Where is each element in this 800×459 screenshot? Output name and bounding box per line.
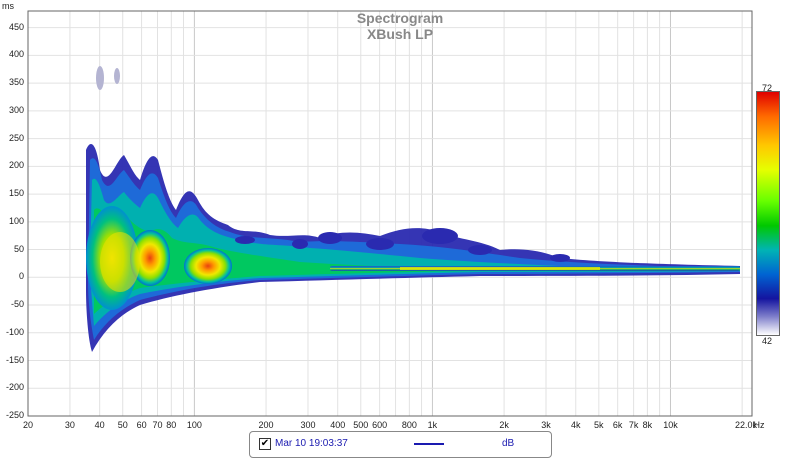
- legend-series-label: Mar 10 19:03:37: [275, 438, 348, 449]
- colorbar: [756, 91, 780, 336]
- x-tick-label: 80: [166, 420, 177, 430]
- chart-subtitle: XBush LP: [366, 26, 434, 42]
- x-tick-label: 6k: [612, 420, 623, 430]
- x-tick-label: 60: [136, 420, 147, 430]
- y-tick-label: -100: [5, 326, 24, 337]
- x-tick-label: 3k: [541, 420, 551, 430]
- x-tick-label: 40: [94, 420, 105, 430]
- x-tick-label: 2k: [499, 420, 509, 430]
- x-tick-label: 7k: [628, 420, 639, 430]
- plot-frame: [27, 10, 753, 417]
- x-tick-label: 5k: [594, 420, 604, 430]
- y-tick-label: 300: [8, 104, 24, 115]
- x-tick-label: 1k: [427, 420, 438, 430]
- legend-checkbox[interactable]: ✔: [259, 438, 271, 450]
- x-tick-label: 200: [258, 420, 274, 430]
- x-tick-label: 300: [300, 420, 316, 430]
- plot-grid: [27, 11, 752, 417]
- x-tick-label: 800: [401, 420, 417, 430]
- y-tick-label: 200: [8, 160, 24, 171]
- chart-title: Spectrogram: [356, 10, 444, 26]
- spectrogram-heatmap: [86, 66, 740, 352]
- y-tick-label: -150: [5, 354, 24, 365]
- colorbar-max: 72: [761, 83, 772, 93]
- y-axis-unit: ms: [2, 1, 14, 11]
- legend-box: ✔ Mar 10 19:03:37 dB: [249, 431, 552, 458]
- y-tick-label: 100: [8, 215, 24, 226]
- y-tick-label: 0: [18, 271, 24, 282]
- y-tick-label: 400: [8, 49, 24, 60]
- x-tick-label: 400: [330, 420, 346, 430]
- x-tick-label: 500: [353, 420, 369, 430]
- legend-line-swatch: [414, 443, 444, 445]
- y-tick-label: 50: [13, 243, 24, 254]
- x-tick-label: 100: [186, 420, 202, 430]
- x-axis-unit: Hz: [753, 420, 765, 430]
- legend-units: dB: [502, 438, 515, 449]
- x-tick-label: 10k: [663, 420, 678, 430]
- x-tick-label: 70: [152, 420, 163, 430]
- y-tick-label: -250: [5, 410, 24, 420]
- y-tick-label: -200: [5, 382, 24, 393]
- y-tick-label: 450: [8, 21, 24, 32]
- y-tick-label: 150: [8, 188, 24, 199]
- x-tick-label: 50: [117, 420, 128, 430]
- x-tick-label: 600: [372, 420, 388, 430]
- y-tick-label: 250: [8, 132, 24, 143]
- x-tick-label: 20: [22, 420, 34, 430]
- x-tick-label: 22.0k: [734, 420, 758, 430]
- y-tick-label: -50: [10, 299, 24, 310]
- colorbar-min: 42: [761, 336, 772, 346]
- x-tick-label: 30: [64, 420, 75, 430]
- y-tick-label: 350: [8, 77, 24, 88]
- x-tick-label: 4k: [570, 420, 581, 430]
- x-tick-label: 8k: [642, 420, 653, 430]
